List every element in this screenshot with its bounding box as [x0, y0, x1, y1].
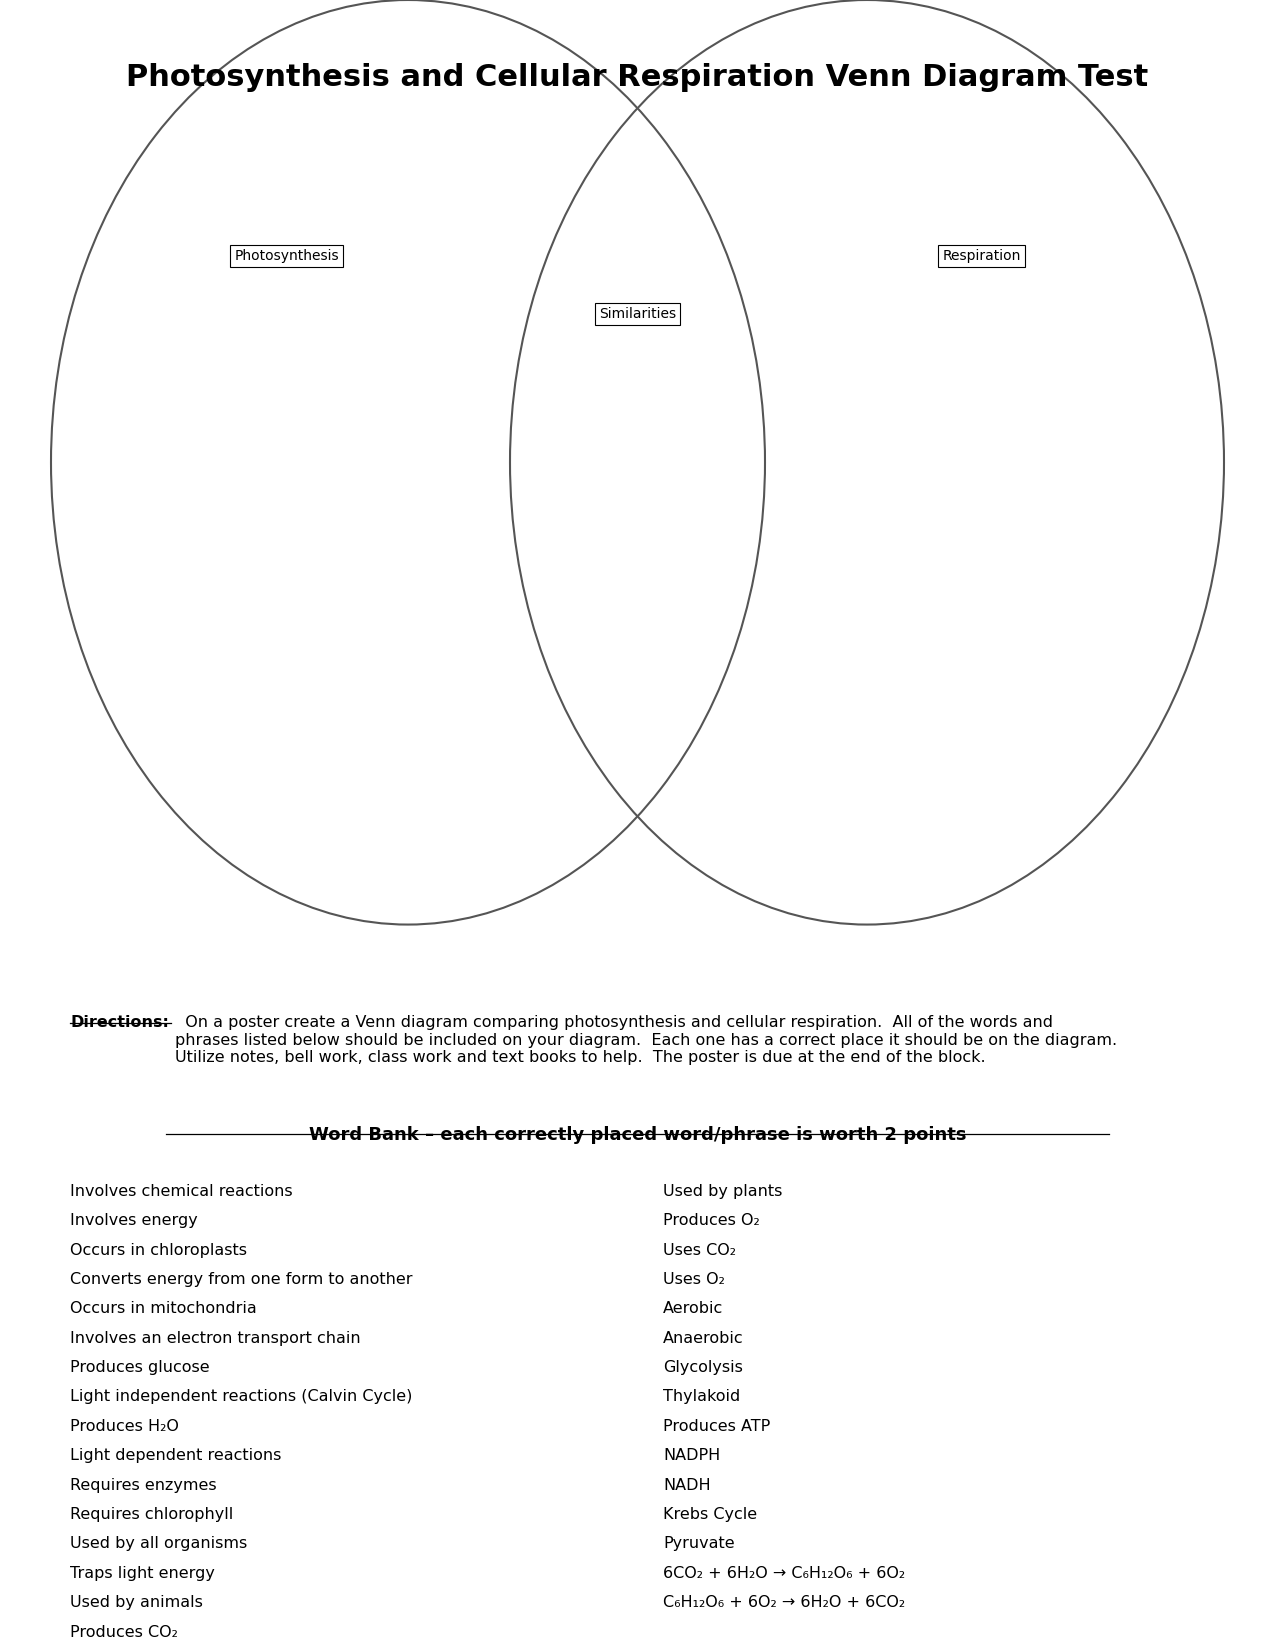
Text: Photosynthesis and Cellular Respiration Venn Diagram Test: Photosynthesis and Cellular Respiration …: [126, 63, 1149, 92]
Text: Requires enzymes: Requires enzymes: [70, 1478, 217, 1493]
Text: Aerobic: Aerobic: [663, 1301, 723, 1316]
Text: Anaerobic: Anaerobic: [663, 1331, 743, 1346]
Text: Produces O₂: Produces O₂: [663, 1213, 760, 1228]
Text: On a poster create a Venn diagram comparing photosynthesis and cellular respirat: On a poster create a Venn diagram compar…: [175, 1015, 1117, 1065]
Text: Respiration: Respiration: [942, 249, 1021, 263]
Text: Produces ATP: Produces ATP: [663, 1418, 770, 1433]
Text: Used by plants: Used by plants: [663, 1184, 783, 1199]
Text: Traps light energy: Traps light energy: [70, 1565, 215, 1580]
Text: Involves chemical reactions: Involves chemical reactions: [70, 1184, 293, 1199]
Text: Light dependent reactions: Light dependent reactions: [70, 1448, 282, 1463]
Text: Produces CO₂: Produces CO₂: [70, 1625, 179, 1639]
Text: Similarities: Similarities: [599, 307, 676, 320]
Text: NADH: NADH: [663, 1478, 710, 1493]
Text: Occurs in mitochondria: Occurs in mitochondria: [70, 1301, 256, 1316]
Text: Photosynthesis: Photosynthesis: [235, 249, 339, 263]
Text: Light independent reactions (Calvin Cycle): Light independent reactions (Calvin Cycl…: [70, 1390, 413, 1405]
Text: Uses CO₂: Uses CO₂: [663, 1243, 736, 1258]
Text: NADPH: NADPH: [663, 1448, 720, 1463]
Text: Directions:: Directions:: [70, 1015, 170, 1030]
Text: Word Bank – each correctly placed word/phrase is worth 2 points: Word Bank – each correctly placed word/p…: [309, 1126, 966, 1144]
Text: Occurs in chloroplasts: Occurs in chloroplasts: [70, 1243, 247, 1258]
Text: Requires chlorophyll: Requires chlorophyll: [70, 1507, 233, 1522]
Text: Pyruvate: Pyruvate: [663, 1537, 734, 1552]
Text: Glycolysis: Glycolysis: [663, 1360, 743, 1375]
Text: Produces glucose: Produces glucose: [70, 1360, 210, 1375]
Text: Produces H₂O: Produces H₂O: [70, 1418, 179, 1433]
Text: Involves an electron transport chain: Involves an electron transport chain: [70, 1331, 361, 1346]
Text: 6CO₂ + 6H₂O → C₆H₁₂O₆ + 6O₂: 6CO₂ + 6H₂O → C₆H₁₂O₆ + 6O₂: [663, 1565, 905, 1580]
Text: Converts energy from one form to another: Converts energy from one form to another: [70, 1271, 413, 1286]
Text: Involves energy: Involves energy: [70, 1213, 198, 1228]
Text: C₆H₁₂O₆ + 6O₂ → 6H₂O + 6CO₂: C₆H₁₂O₆ + 6O₂ → 6H₂O + 6CO₂: [663, 1595, 905, 1610]
Text: Thylakoid: Thylakoid: [663, 1390, 741, 1405]
Text: Used by animals: Used by animals: [70, 1595, 203, 1610]
Text: Krebs Cycle: Krebs Cycle: [663, 1507, 757, 1522]
Text: Uses O₂: Uses O₂: [663, 1271, 725, 1286]
Text: Used by all organisms: Used by all organisms: [70, 1537, 247, 1552]
